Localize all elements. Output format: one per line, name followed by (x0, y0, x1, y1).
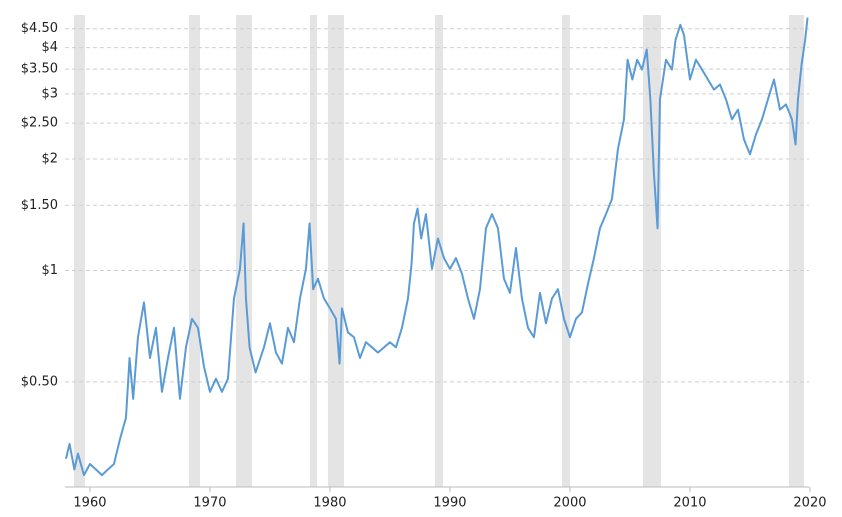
x-tick-label: 1980 (313, 496, 346, 511)
shaded-range (434, 15, 443, 487)
y-tick-label: $1 (41, 263, 58, 278)
y-tick-label: $2.50 (21, 116, 58, 131)
y-tick-label: $4 (41, 40, 58, 55)
shaded-range (561, 15, 570, 487)
y-tick-label: $0.50 (21, 374, 58, 389)
shaded-range (74, 15, 85, 487)
y-tick-label: $1.50 (21, 198, 58, 213)
shaded-range (327, 15, 344, 487)
x-tick-label: 2020 (793, 496, 826, 511)
shaded-range (309, 15, 317, 487)
shaded-range (642, 15, 661, 487)
y-tick-label: $3.50 (21, 62, 58, 77)
x-tick-label: 2010 (673, 496, 706, 511)
price-line (64, 17, 809, 477)
y-tick-label: $2 (41, 152, 58, 167)
x-tick-label: 1970 (193, 496, 226, 511)
x-tick-label: 2000 (553, 496, 586, 511)
y-tick-label: $4.50 (21, 21, 58, 36)
x-tick-label: 1990 (433, 496, 466, 511)
grid: $0.50 $1 $1.50 $2 $2.50 $3 $3.50 $4 $4.50 1960 197… (21, 21, 827, 510)
plot (64, 17, 809, 477)
y-tick-label: $3 (41, 86, 58, 101)
shades (74, 15, 804, 487)
shaded-range (188, 15, 200, 487)
x-tick-label: 1960 (73, 496, 106, 511)
shaded-range (788, 15, 804, 487)
